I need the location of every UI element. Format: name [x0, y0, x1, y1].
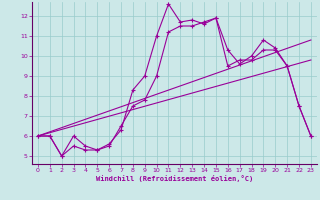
X-axis label: Windchill (Refroidissement éolien,°C): Windchill (Refroidissement éolien,°C): [96, 175, 253, 182]
